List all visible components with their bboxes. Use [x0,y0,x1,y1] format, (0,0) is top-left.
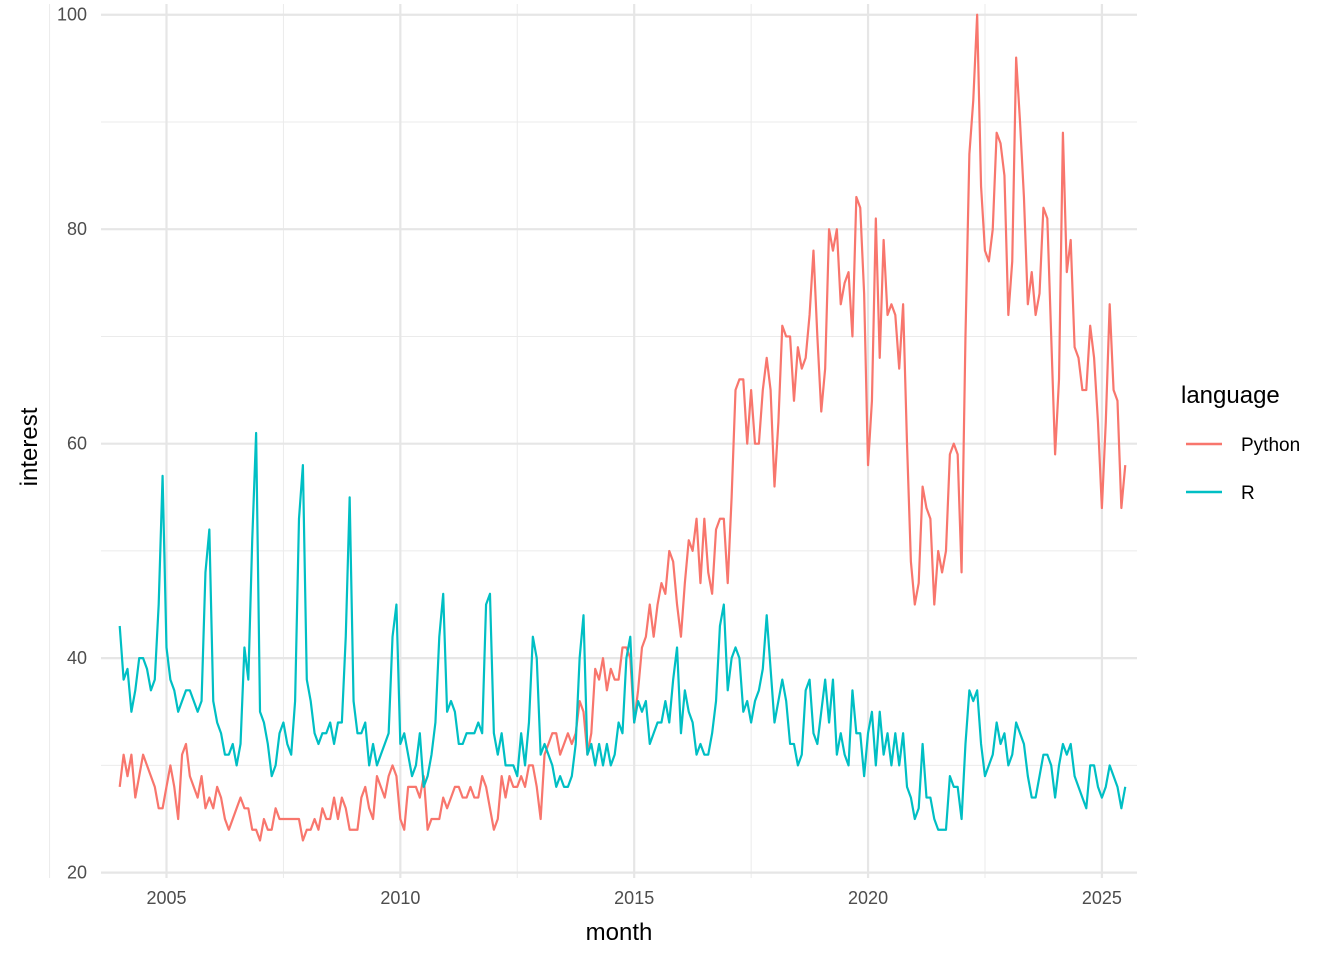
legend-item-python: Python [1186,435,1300,456]
y-tick-label: 20 [67,863,87,883]
y-tick-label: 40 [67,648,87,668]
y-tick-label: 80 [67,219,87,239]
legend-item-r: R [1186,483,1255,504]
y-axis-ticks: 20 40 60 80 100 [57,5,87,883]
x-tick-label: 2005 [146,888,186,908]
x-axis-ticks: 2005 2010 2015 2020 2025 [146,888,1121,908]
y-axis-title: interest [16,407,43,486]
y-tick-label: 60 [67,434,87,454]
legend-title: language [1181,382,1280,409]
x-tick-label: 2010 [380,888,420,908]
x-axis-title: month [586,919,653,946]
series-lines [118,13,1127,842]
legend-items: Python R [1186,435,1300,504]
minor-gridlines [49,4,1137,878]
series-line-r [118,431,1127,831]
x-tick-label: 2020 [848,888,888,908]
y-tick-label: 100 [57,5,87,25]
x-tick-label: 2025 [1082,888,1122,908]
legend-label-python: Python [1241,435,1300,456]
series-line-python [118,13,1127,842]
x-tick-label: 2015 [614,888,654,908]
legend-label-r: R [1241,483,1255,504]
legend: language Python R [1181,382,1300,504]
